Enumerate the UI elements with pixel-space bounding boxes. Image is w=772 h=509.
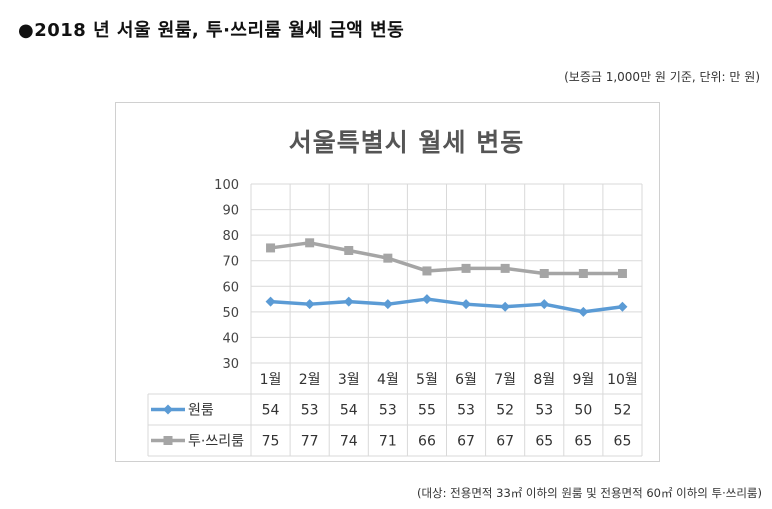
data-point-0 — [539, 299, 550, 310]
unit-note: (보증금 1,000만 원 기준, 단위: 만 원) — [564, 70, 760, 84]
table-value: 65 — [614, 434, 632, 450]
x-category-label: 1월 — [260, 372, 282, 388]
legend-series-name: 원룸 — [188, 403, 214, 419]
page-heading: ●2018 년 서울 원룸, 투·쓰리룸 월세 금액 변동 — [18, 20, 405, 41]
table-value: 77 — [301, 434, 319, 450]
table-value: 75 — [262, 434, 280, 450]
table-value: 53 — [301, 403, 319, 419]
table-value: 67 — [457, 434, 475, 450]
x-category-label: 3월 — [338, 372, 360, 388]
data-point-1 — [344, 245, 354, 255]
data-point-0 — [343, 296, 354, 307]
table-value: 65 — [574, 434, 592, 450]
data-point-0 — [421, 294, 432, 305]
data-point-0 — [578, 306, 589, 317]
series-line-1 — [270, 241, 623, 276]
data-point-0 — [500, 301, 511, 312]
table-value: 74 — [340, 434, 358, 450]
x-category-label: 8월 — [533, 372, 555, 388]
y-tick-label: 60 — [222, 280, 239, 295]
data-point-1 — [383, 253, 393, 263]
data-point-1 — [539, 269, 549, 278]
y-tick-label: 80 — [222, 229, 239, 244]
series-line-0 — [270, 297, 623, 314]
x-category-label: 2월 — [299, 372, 321, 388]
x-category-label: 9월 — [572, 372, 594, 388]
x-category-label: 5월 — [416, 372, 438, 388]
chart-title: 서울특별시 월세 변동 — [289, 128, 524, 157]
table-value: 50 — [574, 403, 592, 419]
x-category-label: 6월 — [455, 372, 477, 388]
y-tick-label: 50 — [222, 306, 239, 321]
y-tick-label: 30 — [222, 357, 239, 372]
x-category-label: 4월 — [377, 372, 399, 388]
table-value: 54 — [340, 403, 358, 419]
data-point-1 — [500, 263, 510, 273]
data-point-1 — [617, 269, 627, 278]
data-point-1 — [422, 266, 432, 276]
legend-key-marker-1 — [163, 436, 173, 445]
y-tick-label: 40 — [222, 331, 239, 346]
data-point-1 — [305, 238, 315, 248]
source-note: (대상: 전용면적 33㎡ 이하의 원룸 및 전용면적 60㎡ 이하의 투·쓰리… — [416, 486, 762, 500]
legend-series-name: 투·쓰리룸 — [188, 434, 244, 450]
data-point-0 — [265, 296, 276, 307]
y-tick-label: 90 — [222, 204, 239, 219]
y-tick-label: 100 — [214, 178, 239, 193]
data-point-0 — [461, 299, 472, 310]
table-value: 53 — [535, 403, 553, 419]
data-point-1 — [578, 269, 588, 278]
data-point-1 — [266, 243, 276, 253]
data-point-1 — [461, 263, 471, 273]
table-value: 54 — [262, 403, 280, 419]
table-value: 53 — [379, 403, 397, 419]
legend-key-marker-0 — [163, 404, 173, 415]
table-value: 52 — [496, 403, 514, 419]
data-point-0 — [617, 301, 628, 312]
table-value: 66 — [418, 434, 436, 450]
table-value: 67 — [496, 434, 514, 450]
table-value: 65 — [535, 434, 553, 450]
y-tick-label: 70 — [222, 255, 239, 270]
data-point-0 — [304, 299, 315, 310]
x-category-label: 7월 — [494, 372, 516, 388]
data-point-0 — [382, 299, 393, 310]
table-value: 53 — [457, 403, 475, 419]
table-value: 71 — [379, 434, 397, 450]
table-value: 52 — [614, 403, 632, 419]
x-category-label: 10월 — [607, 372, 638, 388]
chart-frame: 서울특별시 월세 변동 30 40 50 60 70 80 90 100 1월 2월 3월 4월 5월 6월… — [115, 102, 660, 462]
table-value: 55 — [418, 403, 436, 419]
line-chart: 서울특별시 월세 변동 30 40 50 60 70 80 90 100 1월 2월 3월 4월 5월 6월… — [147, 128, 643, 457]
